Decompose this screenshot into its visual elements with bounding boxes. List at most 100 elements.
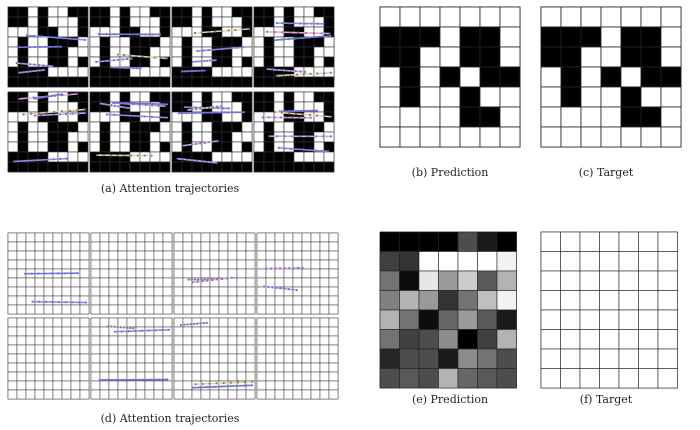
trajectory-point bbox=[36, 69, 39, 72]
grid-cell bbox=[657, 329, 678, 350]
grid-cell bbox=[99, 304, 110, 315]
grid-cell bbox=[273, 161, 285, 173]
grid-cell bbox=[109, 141, 121, 153]
attention-trajectories-panel-bottom bbox=[7, 232, 339, 400]
grid-cell bbox=[640, 86, 662, 108]
grid-cell bbox=[477, 348, 498, 369]
grid-cell bbox=[79, 295, 90, 306]
trajectory-point bbox=[103, 103, 106, 106]
trajectory-point bbox=[194, 383, 197, 386]
grid-cell bbox=[135, 389, 146, 400]
trajectory-point bbox=[59, 45, 63, 48]
grid-cell bbox=[159, 121, 171, 133]
attention-trajectory bbox=[99, 102, 131, 110]
trajectory-point bbox=[44, 300, 47, 303]
grid-cell bbox=[283, 16, 295, 28]
grid-cell bbox=[301, 304, 312, 315]
grid-cell bbox=[256, 380, 267, 391]
grid-cell bbox=[7, 268, 18, 279]
grid-cell bbox=[319, 250, 330, 261]
grid-cell bbox=[303, 121, 315, 133]
grid-cell bbox=[173, 232, 184, 243]
grid-cell bbox=[660, 46, 682, 68]
trajectory-point bbox=[322, 22, 325, 25]
grid-cell bbox=[126, 232, 137, 243]
grid-cell bbox=[135, 286, 146, 297]
trajectory-point bbox=[202, 111, 205, 114]
grid-cell bbox=[117, 344, 128, 355]
trajectory-point bbox=[275, 74, 278, 77]
grid-cell bbox=[7, 26, 19, 38]
grid-cell bbox=[274, 353, 285, 364]
grid-cell bbox=[560, 309, 581, 330]
grid-cell bbox=[129, 6, 141, 18]
grid-cell bbox=[540, 106, 562, 128]
grid-cell bbox=[173, 389, 184, 400]
trajectory-point bbox=[33, 34, 36, 38]
attention-trajectory bbox=[273, 110, 333, 118]
grid-cell bbox=[61, 232, 72, 243]
grid-cell bbox=[149, 26, 161, 38]
grid-cell bbox=[379, 329, 400, 350]
grid-cell bbox=[231, 56, 243, 68]
trajectory-point bbox=[60, 93, 63, 96]
grid-cell bbox=[419, 66, 441, 88]
trajectory-point bbox=[291, 288, 294, 291]
grid-cell bbox=[27, 141, 39, 153]
grid-cell bbox=[274, 277, 285, 288]
grid-cell bbox=[499, 46, 521, 68]
grid-cell bbox=[77, 36, 89, 48]
trajectory-point bbox=[151, 104, 154, 107]
trajectory-point bbox=[116, 53, 120, 56]
grid-cell bbox=[200, 286, 211, 297]
trajectory-point bbox=[294, 70, 297, 73]
grid-cell bbox=[182, 371, 193, 382]
grid-cell bbox=[52, 371, 63, 382]
grid-cell bbox=[253, 66, 265, 78]
grid-cell bbox=[70, 389, 81, 400]
trajectory-point bbox=[243, 381, 247, 384]
grid-cell bbox=[201, 76, 213, 88]
grid-cell bbox=[580, 66, 602, 88]
grid-cell bbox=[399, 231, 420, 252]
grid-cell bbox=[70, 335, 81, 346]
grid-cell bbox=[191, 268, 202, 279]
grid-cell bbox=[144, 353, 155, 364]
grid-cell bbox=[159, 131, 171, 143]
grid-cell bbox=[328, 259, 339, 270]
trajectory-point bbox=[200, 278, 203, 281]
grid-cell bbox=[153, 344, 164, 355]
grid-cell bbox=[221, 151, 233, 163]
grid-cell bbox=[457, 329, 478, 350]
grid-cell bbox=[419, 26, 441, 48]
attention-trajectory bbox=[275, 22, 325, 25]
grid-cell bbox=[144, 259, 155, 270]
trajectory-point bbox=[201, 280, 204, 283]
maze-subpanel bbox=[89, 6, 171, 88]
trajectory-point bbox=[195, 69, 198, 73]
grid-cell bbox=[227, 304, 238, 315]
grid-cell bbox=[303, 16, 315, 28]
grid-cell bbox=[70, 241, 81, 252]
trajectory-point bbox=[52, 158, 55, 161]
grid-cell bbox=[7, 46, 19, 58]
grid-cell bbox=[241, 66, 253, 78]
grid-cell bbox=[99, 344, 110, 355]
grid-cell bbox=[579, 290, 600, 311]
grid-cell bbox=[109, 26, 121, 38]
trajectory-point bbox=[309, 116, 312, 119]
grid-cell bbox=[201, 6, 213, 18]
grid-cell bbox=[477, 270, 498, 291]
grid-cell bbox=[57, 151, 69, 163]
grid-cell bbox=[77, 56, 89, 68]
trajectory-point bbox=[84, 301, 87, 304]
grid-cell bbox=[283, 91, 295, 103]
grid-cell bbox=[283, 6, 295, 18]
grid-cell bbox=[319, 326, 330, 337]
grid-cell bbox=[61, 286, 72, 297]
trajectory-point bbox=[83, 38, 87, 41]
grid-cell bbox=[7, 16, 19, 28]
grid-cell bbox=[319, 286, 330, 297]
grid-cell bbox=[310, 380, 321, 391]
grid-cell bbox=[328, 250, 339, 261]
